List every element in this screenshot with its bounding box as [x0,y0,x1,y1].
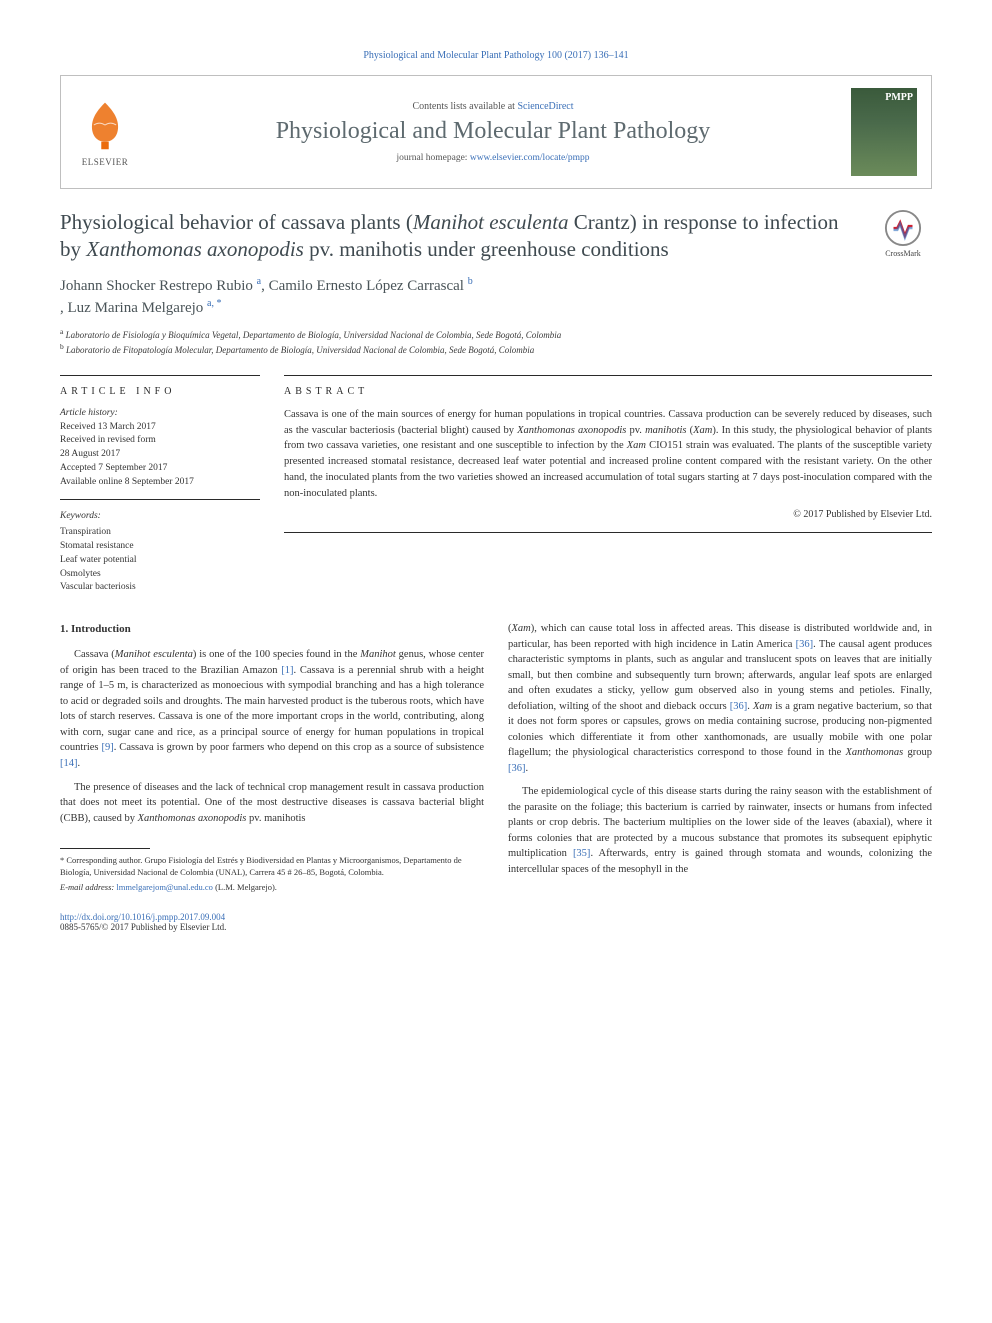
cite-36c[interactable]: [36] [508,763,526,774]
cite-36b[interactable]: [36] [730,701,748,712]
cite-14[interactable]: [14] [60,758,78,769]
elsevier-label: ELSEVIER [75,157,135,167]
title-seg-1: Physiological behavior of cassava plants… [60,210,413,234]
author-3-affil: a, * [207,298,221,309]
corresponding-email-line: E-mail address: lmmelgarejom@unal.edu.co… [60,882,484,894]
keyword-2: Stomatal resistance [60,540,260,554]
issn-line: 0885-5765/© 2017 Published by Elsevier L… [60,922,932,932]
article-info-column: ARTICLE INFO Article history: Received 1… [60,375,260,595]
title-species-2: Xanthomonas axonopodis [86,237,304,261]
c1p1-s4: . Cassava is a perennial shrub with a he… [60,665,484,754]
author-2: , Camilo Ernesto López Carrascal [261,278,468,294]
page-footer: http://dx.doi.org/10.1016/j.pmpp.2017.09… [60,912,932,932]
contents-prefix: Contents lists available at [412,101,517,112]
sciencedirect-link[interactable]: ScienceDirect [517,101,573,112]
c2p1-em2: Xam [753,701,772,712]
corresponding-note: * Corresponding author. Grupo Fisiología… [60,855,484,879]
abs-em-4: Xam [627,440,646,451]
abs-em-2: manihotis [645,425,686,436]
homepage-link[interactable]: www.elsevier.com/locate/pmpp [470,153,590,163]
c1p1-em2: Manihot [360,649,396,660]
citation-line: Physiological and Molecular Plant Pathol… [60,50,932,61]
abstract-heading: ABSTRACT [284,386,932,397]
homepage-prefix: journal homepage: [396,153,469,163]
author-3: , Luz Marina Melgarejo [60,300,207,316]
cover-abbrev: PMPP [885,92,913,103]
keyword-1: Transpiration [60,526,260,540]
c1p1-s5: . Cassava is grown by poor farmers who d… [114,742,484,753]
keyword-5: Vascular bacteriosis [60,581,260,595]
crossmark-icon [884,209,922,247]
abstract-text: Cassava is one of the main sources of en… [284,407,932,502]
journal-homepage-line: journal homepage: www.elsevier.com/locat… [149,153,837,163]
abs-seg-2: pv. [626,425,645,436]
revised-l2: 28 August 2017 [60,448,260,462]
abs-em-1: Xanthomonas axonopodis [517,425,626,436]
corresponding-email-link[interactable]: lmmelgarejom@unal.edu.co [116,882,213,892]
intro-para-2-cont: (Xam), which can cause total loss in aff… [508,621,932,776]
cite-36a[interactable]: [36] [796,639,814,650]
cite-9[interactable]: [9] [101,742,113,753]
keyword-3: Leaf water potential [60,554,260,568]
revised-l1: Received in revised form [60,434,260,448]
c2p1-s7: . [526,763,529,774]
corresponding-separator [60,848,150,849]
keywords-block: Keywords: Transpiration Stomatal resista… [60,510,260,595]
cite-1[interactable]: [1] [281,665,293,676]
c1p1-s2: ) is one of the 100 species found in the [193,649,360,660]
intro-para-3: The epidemiological cycle of this diseas… [508,784,932,877]
c1p2-s2: pv. manihotis [246,813,305,824]
elsevier-tree-icon [77,97,133,153]
affil-b-text: Laboratorio de Fitopatología Molecular, … [64,345,534,355]
authors-line: Johann Shocker Restrepo Rubio a, Camilo … [60,275,932,319]
title-seg-3: pv. manihotis under greenhouse condition… [304,237,669,261]
crossmark-badge[interactable]: CrossMark [874,209,932,263]
history-label: Article history: [60,407,260,421]
intro-heading: 1. Introduction [60,621,484,637]
c1p1-s1: Cassava ( [74,649,115,660]
cite-35[interactable]: [35] [573,848,591,859]
article-history: Article history: Received 13 March 2017 … [60,407,260,501]
contents-available-line: Contents lists available at ScienceDirec… [149,101,837,112]
doi-link[interactable]: http://dx.doi.org/10.1016/j.pmpp.2017.09… [60,912,225,922]
accepted-date: Accepted 7 September 2017 [60,462,260,476]
body-column-right: (Xam), which can cause total loss in aff… [508,621,932,894]
abstract-bottom-rule [284,532,932,533]
c2p1-em3: Xanthomonas [846,747,904,758]
abstract-column: ABSTRACT Cassava is one of the main sour… [284,375,932,595]
crossmark-label: CrossMark [874,249,932,258]
journal-cover-thumbnail: PMPP [851,88,917,176]
elsevier-logo: ELSEVIER [75,97,135,167]
affil-a-text: Laboratorio de Fisiología y Bioquímica V… [63,330,561,340]
c1p1-s6: . [78,758,81,769]
author-1: Johann Shocker Restrepo Rubio [60,278,257,294]
affiliations: a Laboratorio de Fisiología y Bioquímica… [60,327,932,357]
abstract-copyright: © 2017 Published by Elsevier Ltd. [284,509,932,520]
journal-name: Physiological and Molecular Plant Pathol… [149,118,837,145]
intro-para-2: The presence of diseases and the lack of… [60,780,484,827]
title-species-1: Manihot esculenta [413,210,569,234]
received-date: Received 13 March 2017 [60,421,260,435]
c2p1-em1: Xam [512,623,531,634]
c1p2-em1: Xanthomonas axonopodis [138,813,247,824]
author-2-affil: b [468,276,473,287]
keyword-4: Osmolytes [60,568,260,582]
article-title: Physiological behavior of cassava plants… [60,209,862,263]
keywords-label: Keywords: [60,510,260,524]
journal-header-box: ELSEVIER Contents lists available at Sci… [60,75,932,189]
corr-text: Corresponding author. Grupo Fisiología d… [60,855,462,877]
online-date: Available online 8 September 2017 [60,476,260,490]
abs-em-3: Xam [693,425,712,436]
c1p1-em1: Manihot esculenta [115,649,193,660]
email-suffix: (L.M. Melgarejo). [213,882,277,892]
article-info-heading: ARTICLE INFO [60,386,260,397]
intro-para-1: Cassava (Manihot esculenta) is one of th… [60,647,484,771]
c2p1-s6: group [903,747,932,758]
email-label: E-mail address: [60,882,116,892]
body-column-left: 1. Introduction Cassava (Manihot esculen… [60,621,484,894]
